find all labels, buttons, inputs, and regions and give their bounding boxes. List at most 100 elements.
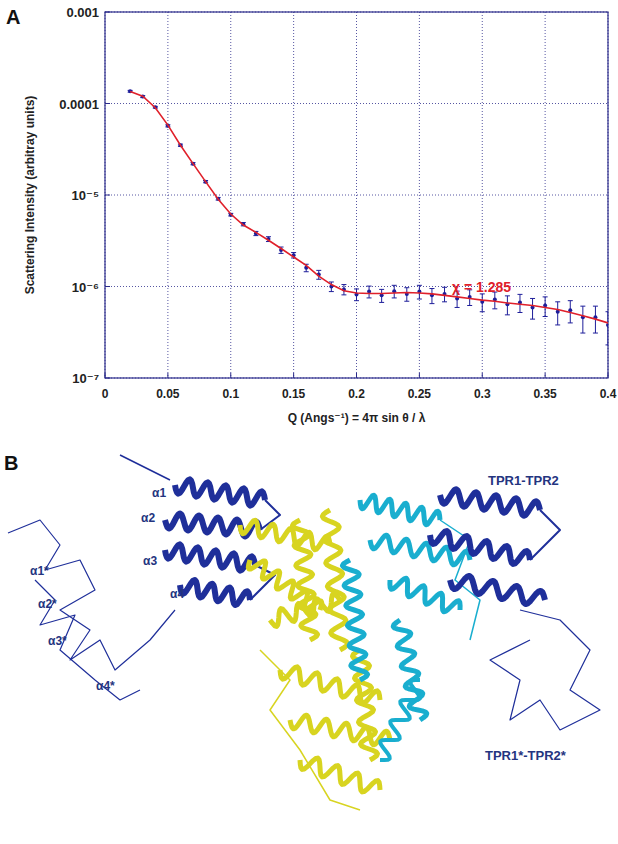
error-cap [492, 308, 497, 309]
y-grid-line [105, 195, 608, 196]
loop [35, 580, 140, 700]
helix [248, 560, 321, 610]
structure-label: α2 [141, 511, 155, 525]
y-axis-label: Scattering Intensity (arbitray units) [23, 96, 37, 295]
error-cap [329, 291, 334, 292]
helix [440, 489, 540, 515]
x-tick [419, 373, 420, 378]
error-cap [429, 303, 434, 304]
error-bar [505, 296, 510, 315]
error-bar [379, 289, 384, 302]
helix [240, 520, 330, 550]
x-grid-line [545, 12, 546, 378]
helix [393, 620, 427, 720]
x-tick-label: 0.25 [408, 387, 432, 401]
error-stem [608, 312, 609, 345]
grid [105, 12, 608, 378]
x-tick [482, 373, 483, 378]
error-cap [329, 281, 334, 282]
molecule [8, 455, 600, 810]
structure-label: α1 [152, 486, 166, 500]
y-tick-label: 10⁻⁶ [72, 280, 99, 295]
x-tick [230, 373, 231, 378]
error-cap [316, 279, 321, 280]
error-cap [379, 289, 384, 290]
error-cap [580, 306, 585, 307]
y-grid-line [105, 103, 608, 104]
error-bar [404, 288, 409, 302]
error-cap [530, 298, 535, 299]
error-cap [530, 319, 535, 320]
error-cap [367, 286, 372, 287]
x-tick-label: 0.05 [156, 387, 180, 401]
y-tick [105, 286, 110, 287]
error-stem [582, 306, 583, 333]
error-cap [480, 311, 485, 312]
error-cap [593, 333, 598, 334]
error-bar [392, 285, 397, 298]
error-cap [316, 270, 321, 271]
helix [430, 531, 530, 564]
error-cap [543, 296, 548, 297]
error-cap [568, 300, 573, 301]
x-tick-label: 0.2 [348, 387, 365, 401]
error-cap [291, 252, 296, 253]
structure-label: TPR1-TPR2 [488, 473, 559, 488]
structure-label: TPR1*-TPR2* [485, 748, 567, 763]
x-tick-label: 0.4 [600, 387, 617, 401]
error-cap [505, 314, 510, 315]
x-tick [545, 373, 546, 378]
error-cap [580, 333, 585, 334]
structure-label: α3 [143, 554, 157, 568]
structure-label: α1* [30, 564, 49, 578]
panel-label: B [4, 452, 18, 474]
x-grid-line [293, 12, 294, 378]
error-bar [606, 312, 609, 345]
helix [342, 560, 367, 680]
error-cap [417, 285, 422, 286]
error-cap [505, 295, 510, 296]
error-cap [442, 287, 447, 288]
y-tick-label: 0.0001 [59, 97, 99, 112]
x-grid-line [419, 12, 420, 378]
helix [300, 758, 380, 792]
error-cap [354, 300, 359, 301]
error-bar [555, 302, 560, 325]
structure-label: α2* [38, 597, 57, 611]
error-cap [555, 301, 560, 302]
error-bar [530, 298, 535, 319]
error-bar [367, 286, 372, 298]
error-cap [304, 271, 309, 272]
helix [292, 520, 317, 640]
error-cap [341, 284, 346, 285]
error-cap [442, 301, 447, 302]
error-cap [367, 297, 372, 298]
x-tick-label: 0.35 [533, 387, 557, 401]
error-cap [429, 288, 434, 289]
figure: A00.050.10.150.20.250.30.350.410⁻⁷10⁻⁶10… [0, 0, 618, 844]
error-cap [379, 302, 384, 303]
structure-label: α3* [48, 634, 67, 648]
y-tick-label: 10⁻⁵ [72, 188, 99, 203]
error-cap [392, 285, 397, 286]
structure-label: α4 [170, 587, 184, 601]
error-bar [580, 306, 585, 333]
y-tick [105, 103, 110, 104]
panel-label: A [6, 6, 20, 28]
x-tick-label: 0.1 [222, 387, 239, 401]
error-cap [555, 324, 560, 325]
error-cap [517, 312, 522, 313]
x-tick-label: 0.15 [282, 387, 306, 401]
error-cap [455, 307, 460, 308]
x-axis-label: Q (Angs⁻¹) = 4π sin θ / λ [288, 411, 426, 425]
loop [8, 520, 175, 670]
error-cap [568, 322, 573, 323]
error-cap [354, 288, 359, 289]
helix [175, 479, 265, 505]
error-cap [404, 287, 409, 288]
y-grid-line [105, 286, 608, 287]
error-cap [392, 297, 397, 298]
error-cap [404, 301, 409, 302]
error-cap [341, 294, 346, 295]
error-cap [543, 316, 548, 317]
